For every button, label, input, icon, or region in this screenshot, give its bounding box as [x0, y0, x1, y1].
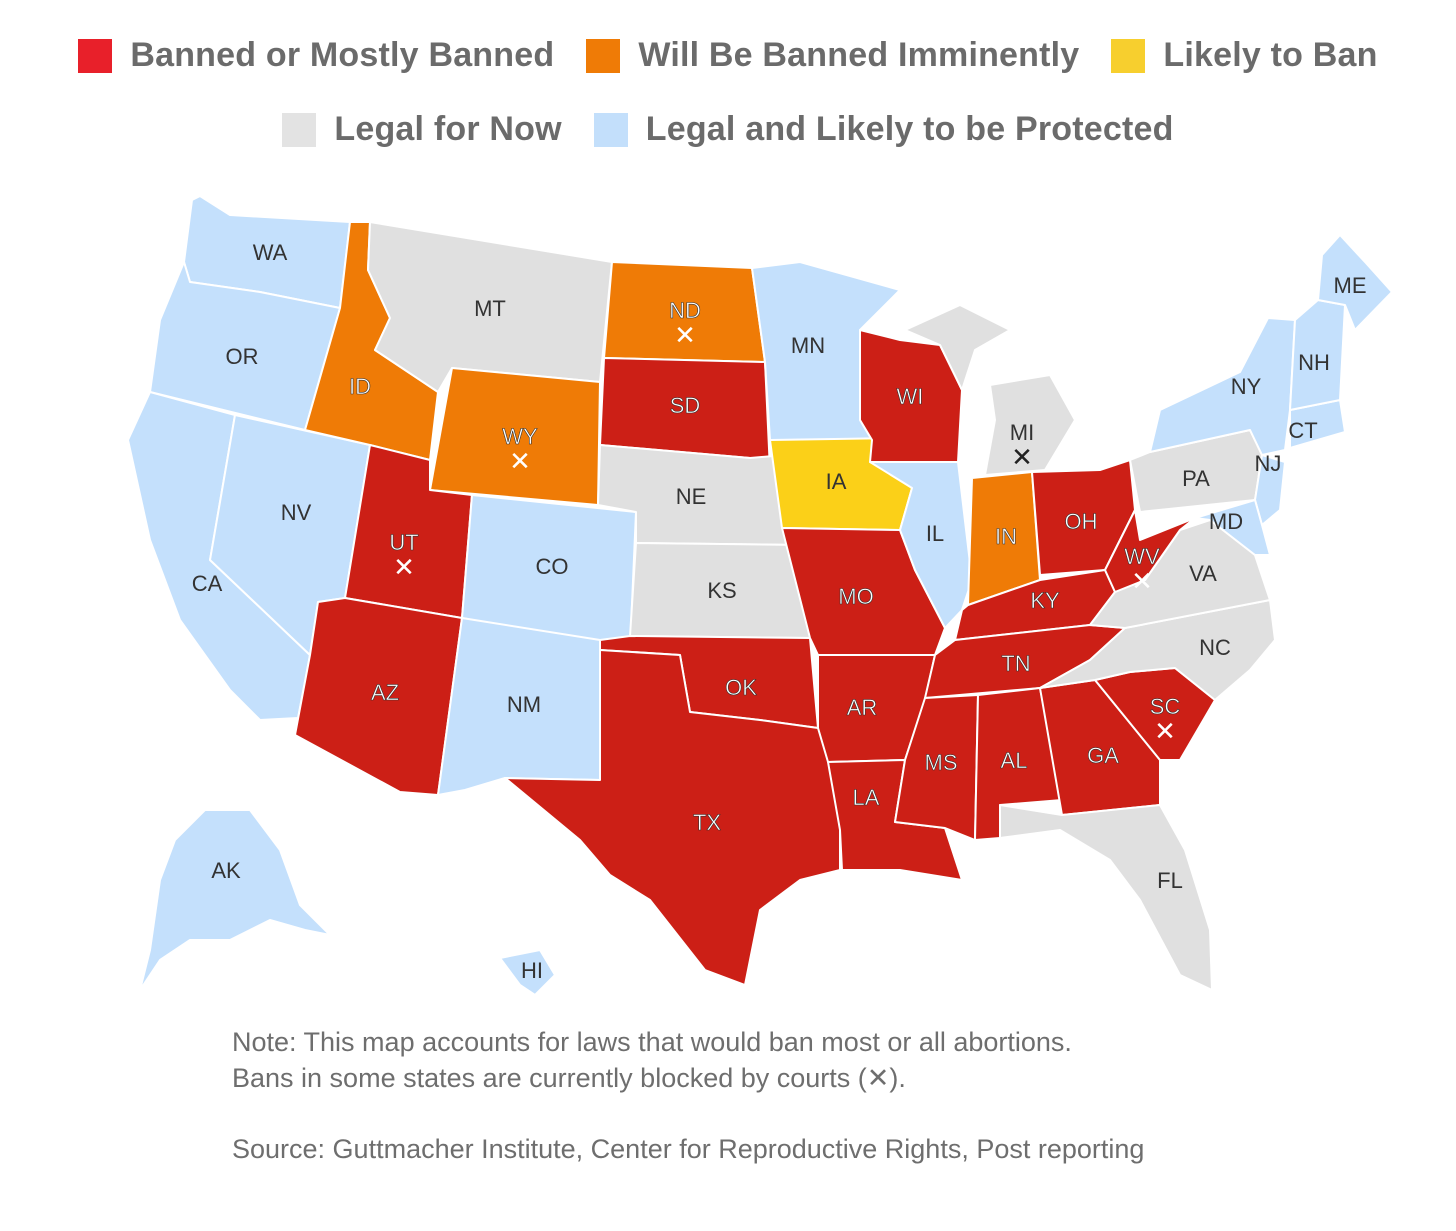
legend-row-2: Legal for Now Legal and Likely to be Pro… [0, 110, 1456, 149]
legend-item-legal: Legal for Now [282, 110, 562, 149]
legend-swatch-protected [593, 112, 628, 147]
state-label-NC: NC [1199, 635, 1231, 660]
legend-label-protected: Legal and Likely to be Protected [645, 110, 1174, 148]
state-label-TN: TN [1001, 651, 1030, 676]
state-label-IA: IA [826, 469, 847, 494]
state-label-CO: CO [536, 554, 569, 579]
state-label-MN: MN [791, 333, 825, 358]
legend-item-banned: Banned or Mostly Banned [78, 36, 554, 75]
legend-swatch-legal [282, 112, 317, 147]
state-ME[interactable] [1317, 234, 1393, 331]
state-label-SD: SD [670, 393, 701, 418]
blocked-x-icon-ND: ✕ [674, 321, 696, 351]
state-label-NJ: NJ [1255, 451, 1282, 476]
state-label-WA: WA [253, 240, 288, 265]
state-label-WY: WY [502, 424, 538, 449]
state-label-NV: NV [281, 500, 312, 525]
legend-item-protected: Legal and Likely to be Protected [593, 110, 1174, 149]
note-line-2-end: ). [889, 1063, 906, 1093]
state-TX[interactable] [504, 649, 841, 986]
state-label-AL: AL [1001, 748, 1028, 773]
legend-row-1: Banned or Mostly Banned Will Be Banned I… [0, 36, 1456, 75]
state-label-SC: SC [1150, 694, 1181, 719]
state-label-LA: LA [853, 785, 880, 810]
state-label-NE: NE [676, 484, 707, 509]
state-label-OK: OK [725, 675, 757, 700]
state-label-VA: VA [1189, 561, 1217, 586]
legend-label-legal: Legal for Now [334, 110, 562, 148]
state-label-CT: CT [1288, 418, 1317, 443]
state-label-MO: MO [838, 584, 873, 609]
state-label-HI: HI [521, 958, 543, 983]
source-line: Source: Guttmacher Institute, Center for… [232, 1134, 1145, 1164]
state-NY[interactable] [1149, 317, 1296, 456]
note-line-2-text: Bans in some states are currently blocke… [232, 1063, 867, 1093]
state-label-KY: KY [1030, 588, 1060, 613]
state-label-FL: FL [1157, 868, 1183, 893]
legend-label-imminent: Will Be Banned Imminently [638, 36, 1080, 74]
state-label-MI: MI [1010, 420, 1034, 445]
state-FL[interactable] [999, 804, 1213, 991]
state-AK[interactable] [139, 809, 331, 991]
state-label-WV: WV [1124, 544, 1160, 569]
state-label-MS: MS [925, 750, 958, 775]
legend-item-likely: Likely to Ban [1111, 36, 1377, 75]
state-label-ND: ND [669, 298, 701, 323]
blocked-x-icon: ✕ [866, 1063, 890, 1094]
state-label-KS: KS [707, 578, 736, 603]
state-label-GA: GA [1087, 743, 1119, 768]
state-label-NY: NY [1231, 374, 1262, 399]
state-IL[interactable] [869, 461, 973, 629]
blocked-x-icon-SC: ✕ [1154, 717, 1176, 747]
state-label-AK: AK [211, 858, 241, 883]
map-notes: Note: This map accounts for laws that wo… [232, 1024, 1144, 1167]
state-label-OH: OH [1065, 509, 1098, 534]
state-MI[interactable] [904, 304, 1076, 476]
legend-label-likely: Likely to Ban [1163, 36, 1378, 74]
legend-swatch-imminent [586, 38, 621, 73]
state-NJ[interactable] [1254, 454, 1286, 526]
state-label-CA: CA [192, 571, 223, 596]
state-label-MT: MT [474, 296, 506, 321]
state-label-AR: AR [847, 695, 878, 720]
state-label-PA: PA [1182, 466, 1210, 491]
state-label-IL: IL [926, 521, 944, 546]
legend-label-banned: Banned or Mostly Banned [130, 36, 555, 74]
state-shapes [127, 195, 1393, 996]
state-label-ID: ID [349, 374, 371, 399]
state-label-MD: MD [1209, 509, 1243, 534]
legend-swatch-banned [78, 38, 113, 73]
blocked-x-icon-MI: ✕ [1011, 443, 1033, 473]
state-label-AZ: AZ [371, 680, 399, 705]
state-label-NH: NH [1298, 350, 1330, 375]
state-label-OR: OR [226, 344, 259, 369]
state-label-IN: IN [995, 524, 1017, 549]
state-label-WI: WI [897, 384, 924, 409]
state-MD[interactable] [1194, 499, 1271, 556]
note-line-1: Note: This map accounts for laws that wo… [232, 1027, 1072, 1057]
state-label-NM: NM [507, 692, 541, 717]
state-HI[interactable] [499, 949, 556, 996]
state-label-UT: UT [389, 530, 418, 555]
blocked-x-icon-WV: ✕ [1131, 567, 1153, 597]
state-label-TX: TX [693, 810, 721, 835]
state-label-ME: ME [1334, 273, 1367, 298]
legend-item-imminent: Will Be Banned Imminently [586, 36, 1079, 75]
state-NH[interactable] [1289, 299, 1346, 411]
note-line-2: Bans in some states are currently blocke… [232, 1060, 1144, 1097]
blocked-x-icon-UT: ✕ [393, 553, 415, 583]
legend-swatch-likely [1111, 38, 1146, 73]
blocked-x-icon-WY: ✕ [509, 447, 531, 477]
